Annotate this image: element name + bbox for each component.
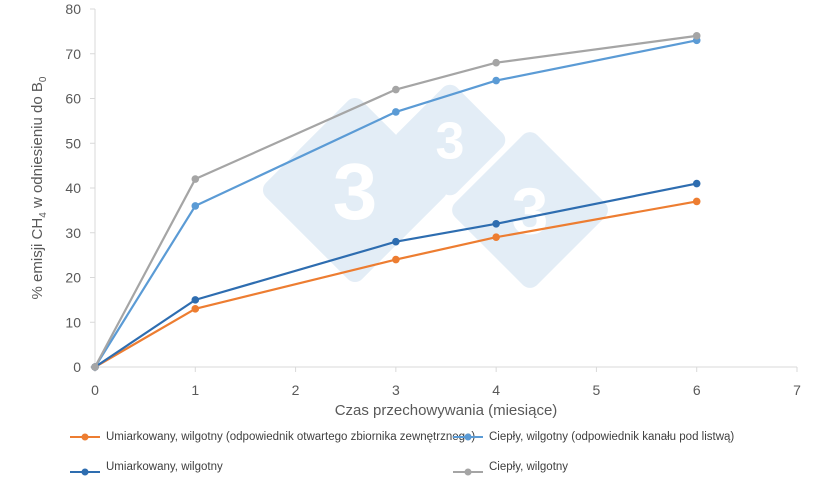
legend-marker-icon <box>70 433 100 441</box>
watermark-diamond <box>394 84 506 196</box>
y-tick-label: 20 <box>65 270 81 286</box>
data-point <box>91 363 99 371</box>
legend-item-warm-pit: Ciepły, wilgotny (odpowiednik kanału pod… <box>453 431 734 443</box>
x-tick-label: 6 <box>693 382 701 398</box>
y-tick-label: 80 <box>65 1 81 17</box>
data-point <box>191 202 200 210</box>
legend-marker-icon <box>453 468 483 476</box>
data-point <box>191 296 200 304</box>
x-tick-label: 2 <box>292 382 300 398</box>
watermark-logo: 333 <box>262 84 608 288</box>
legend-item-warm-wet: Ciepły, wilgotny <box>453 456 568 478</box>
y-tick-label: 70 <box>65 46 81 62</box>
legend-marker-icon <box>70 468 100 476</box>
x-axis-title: Czas przechowywania (miesiące) <box>335 402 558 419</box>
y-tick-label: 10 <box>65 314 81 330</box>
data-point <box>492 76 500 85</box>
data-point <box>191 305 200 313</box>
data-point <box>392 255 400 264</box>
y-tick-label: 30 <box>65 225 81 241</box>
y-tick-label: 0 <box>73 359 81 375</box>
data-point <box>392 108 400 116</box>
y-tick-label: 40 <box>65 180 81 196</box>
data-point <box>492 58 500 67</box>
x-tick-label: 4 <box>492 382 500 398</box>
data-point <box>392 237 400 246</box>
data-point <box>191 175 200 183</box>
chart-series <box>91 32 701 371</box>
legend-label: Ciepły, wilgotny (odpowiednik kanału pod… <box>489 431 735 443</box>
y-tick-label: 60 <box>65 91 81 107</box>
data-point <box>692 32 701 40</box>
data-point <box>692 179 701 188</box>
x-tick-label: 0 <box>91 382 99 398</box>
data-point <box>392 85 400 94</box>
legend-label: Ciepły, wilgotny <box>489 461 569 473</box>
legend-item-temperate-wet: Umiarkowany, wilgotny <box>70 456 223 478</box>
x-tick-label: 5 <box>593 382 601 398</box>
x-tick-label: 1 <box>191 382 199 398</box>
legend-label: Umiarkowany, wilgotny (odpowiednik otwar… <box>106 431 476 443</box>
chart-legend: Umiarkowany, wilgotny (odpowiednik otwar… <box>70 430 810 480</box>
y-axis-title: % emisji CH4 w odniesieniu do B0 <box>29 76 49 299</box>
svg-text:3: 3 <box>333 147 378 236</box>
data-point <box>692 197 701 206</box>
chart-axes: 0 10 20 30 40 50 60 70 80 0 1 2 3 4 5 6 7 <box>65 1 801 398</box>
data-point <box>492 233 500 242</box>
data-point <box>492 220 500 228</box>
legend-item-temperate-open-tank: Umiarkowany, wilgotny (odpowiednik otwar… <box>70 431 475 443</box>
legend-label: Umiarkowany, wilgotny <box>106 461 223 473</box>
legend-marker-icon <box>453 433 483 441</box>
svg-text:3: 3 <box>436 113 465 171</box>
x-tick-label: 7 <box>793 382 801 398</box>
y-tick-label: 50 <box>65 135 81 151</box>
x-tick-label: 3 <box>392 382 400 398</box>
watermark-diamond <box>452 132 608 288</box>
svg-text:3: 3 <box>512 174 549 248</box>
